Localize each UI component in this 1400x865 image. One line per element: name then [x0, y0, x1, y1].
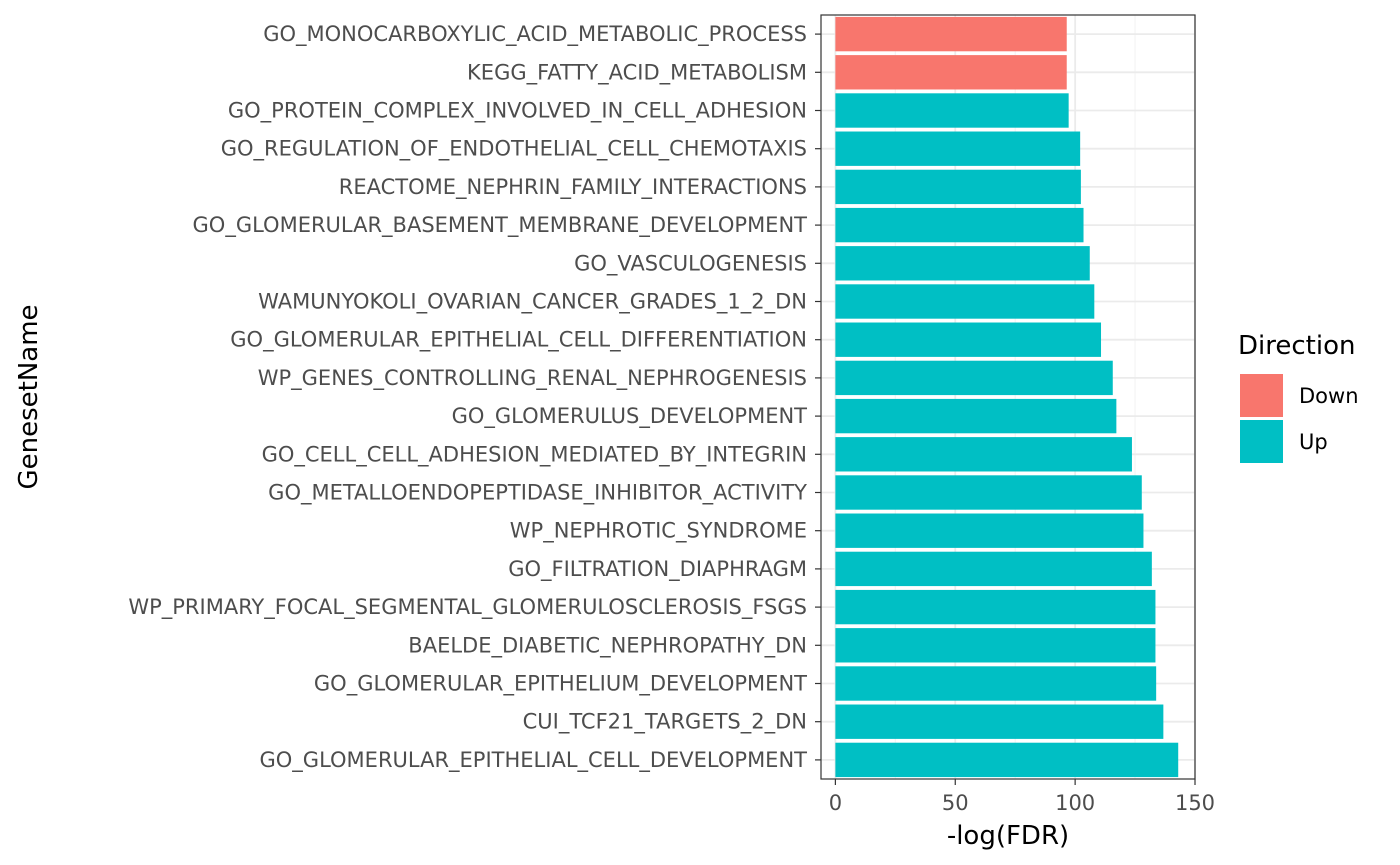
y-tick-label: GO_FILTRATION_DIAPHRAGM	[508, 557, 807, 582]
y-tick-label: GO_METALLOENDOPEPTIDASE_INHIBITOR_ACTIVI…	[268, 481, 807, 506]
bar	[835, 284, 1095, 319]
bar	[835, 628, 1156, 663]
legend: Direction Down Up	[1238, 331, 1359, 463]
legend-key-up	[1240, 420, 1283, 463]
y-tick-label: GO_PROTEIN_COMPLEX_INVOLVED_IN_CELL_ADHE…	[228, 99, 807, 124]
x-axis: 0 50 100 150	[829, 779, 1215, 815]
bar	[835, 246, 1090, 281]
bar	[835, 398, 1117, 434]
bar	[835, 666, 1157, 701]
bar	[835, 322, 1102, 357]
bar	[835, 742, 1179, 778]
legend-label-up: Up	[1299, 430, 1328, 454]
y-axis: GO_MONOCARBOXYLIC_ACID_METABOLIC_PROCESS…	[128, 22, 821, 773]
y-tick-label: GO_VASCULOGENESIS	[574, 251, 807, 276]
x-axis-title: -log(FDR)	[947, 821, 1069, 851]
panel-border	[820, 14, 1196, 780]
bar	[835, 704, 1164, 739]
legend-title: Direction	[1238, 331, 1355, 361]
legend-label-down: Down	[1299, 384, 1359, 408]
y-tick-label: GO_GLOMERULAR_EPITHELIAL_CELL_DEVELOPMEN…	[260, 748, 808, 773]
x-tick-label: 0	[829, 791, 842, 815]
bar	[835, 437, 1132, 472]
bar	[835, 551, 1152, 587]
bar	[835, 93, 1069, 128]
bar	[835, 207, 1084, 243]
y-axis-title: GenesetName	[14, 304, 44, 489]
y-tick-label: WP_GENES_CONTROLLING_RENAL_NEPHROGENESIS	[258, 366, 807, 391]
y-tick-label: GO_REGULATION_OF_ENDOTHELIAL_CELL_CHEMOT…	[221, 137, 807, 162]
bar	[835, 475, 1142, 510]
x-tick-label: 150	[1175, 791, 1215, 815]
bar	[835, 16, 1067, 52]
y-tick-label: GO_GLOMERULAR_EPITHELIAL_CELL_DIFFERENTI…	[230, 328, 807, 353]
bars	[835, 16, 1179, 778]
y-tick-label: GO_MONOCARBOXYLIC_ACID_METABOLIC_PROCESS	[263, 22, 807, 47]
legend-key-down	[1240, 374, 1283, 417]
panel-background	[821, 15, 1195, 779]
y-tick-label: WP_NEPHROTIC_SYNDROME	[510, 519, 807, 544]
x-tick-label: 100	[1055, 791, 1095, 815]
y-tick-label: BAELDE_DIABETIC_NEPHROPATHY_DN	[408, 633, 807, 658]
bar	[835, 360, 1113, 396]
y-tick-label: WP_PRIMARY_FOCAL_SEGMENTAL_GLOMERULOSCLE…	[128, 595, 807, 620]
bar	[835, 55, 1067, 90]
y-tick-label: GO_GLOMERULAR_BASEMENT_MEMBRANE_DEVELOPM…	[193, 213, 808, 238]
y-tick-label: KEGG_FATTY_ACID_METABOLISM	[467, 60, 807, 85]
y-tick-label: REACTOME_NEPHRIN_FAMILY_INTERACTIONS	[339, 175, 807, 200]
y-tick-label: CUI_TCF21_TARGETS_2_DN	[523, 710, 807, 735]
x-tick-label: 50	[942, 791, 969, 815]
y-tick-label: GO_CELL_CELL_ADHESION_MEDIATED_BY_INTEGR…	[262, 442, 807, 467]
bar	[835, 513, 1144, 548]
bar	[835, 131, 1081, 166]
y-tick-label: WAMUNYOKOLI_OVARIAN_CANCER_GRADES_1_2_DN	[258, 290, 807, 315]
y-tick-label: GO_GLOMERULAR_EPITHELIUM_DEVELOPMENT	[314, 672, 807, 697]
bar	[835, 589, 1156, 625]
y-tick-label: GO_GLOMERULUS_DEVELOPMENT	[452, 404, 808, 429]
bar	[835, 169, 1081, 205]
